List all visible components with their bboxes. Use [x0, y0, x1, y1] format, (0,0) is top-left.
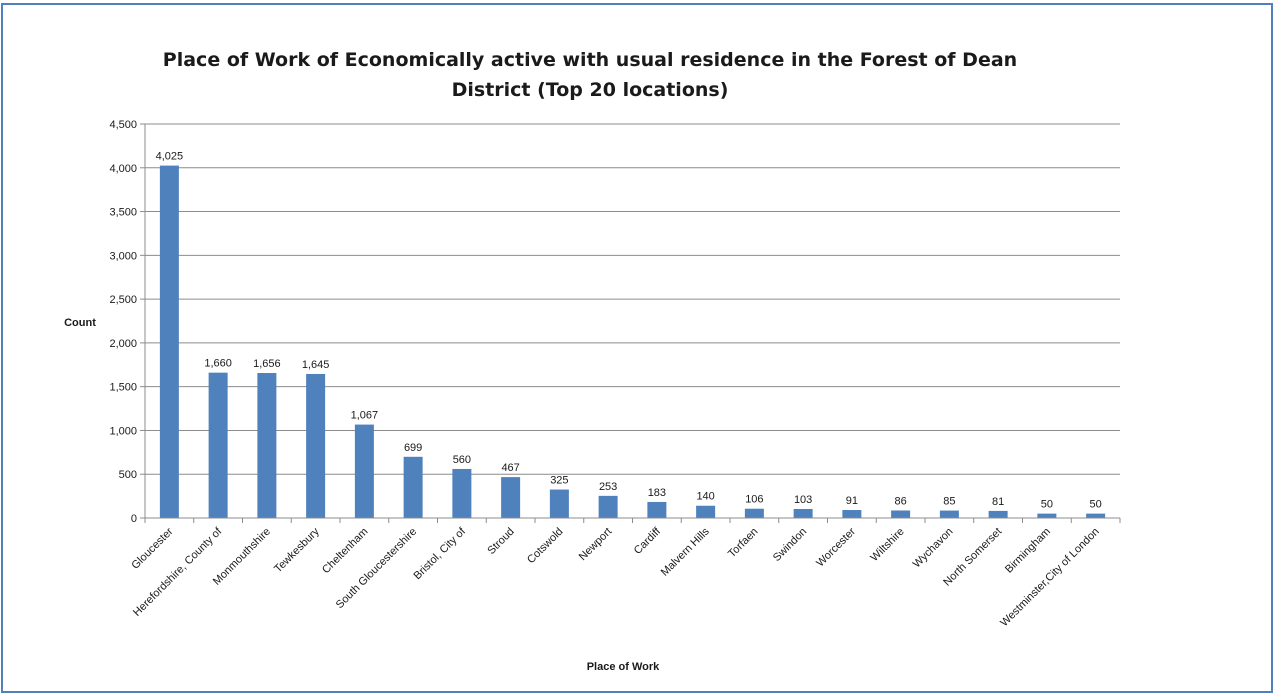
data-label: 560 [453, 454, 471, 466]
data-label: 699 [404, 442, 422, 454]
bar [159, 165, 179, 519]
x-tick-label: Cardiff [632, 525, 664, 557]
gridlines [145, 123, 1120, 475]
x-tick-label: Swindon [771, 526, 809, 564]
y-tick-label: 0 [131, 513, 137, 525]
bar [939, 510, 959, 518]
data-label: 183 [648, 487, 666, 499]
x-tick-label: Wiltshire [868, 526, 906, 564]
x-tick-label: Stroud [485, 526, 516, 557]
data-label: 253 [599, 481, 617, 493]
y-axis-title: Count [64, 317, 96, 329]
y-tick-label: 3,500 [109, 207, 137, 219]
chart-title-line-1: Place of Work of Economically active wit… [163, 49, 1017, 71]
bar [842, 510, 862, 518]
y-tick-label: 3,000 [109, 250, 137, 262]
bar [696, 505, 716, 518]
x-axis-title: Place of Work [587, 661, 660, 673]
chart-frame [1, 3, 1273, 693]
data-label: 1,656 [253, 358, 281, 370]
data-label: 140 [696, 491, 714, 503]
bar [598, 495, 618, 518]
data-label: 467 [501, 462, 519, 474]
x-tick-label: Birmingham [1003, 526, 1053, 576]
x-tick-label: Gloucester [129, 525, 175, 571]
bars [159, 165, 1106, 519]
x-tick-label: Westminster,City of London [998, 526, 1101, 629]
bar [647, 501, 667, 518]
data-label: 1,660 [204, 358, 232, 370]
y-tick-label: 1,000 [109, 425, 137, 437]
bar [1037, 513, 1057, 518]
x-tick-label: Herefordshire, County of [131, 525, 225, 619]
y-tick-label: 2,000 [109, 338, 137, 350]
x-tick-label: Wychavon [911, 526, 956, 571]
bar [354, 424, 374, 518]
y-tick-label: 1,500 [109, 382, 137, 394]
data-label: 325 [550, 475, 568, 487]
x-tick-label: Malvern Hills [659, 525, 712, 578]
x-tick-label: Torfaen [726, 526, 760, 560]
chart-title-line-2: District (Top 20 locations) [452, 79, 729, 101]
axes [144, 124, 1121, 523]
data-label: 106 [745, 494, 763, 506]
bar [744, 508, 764, 518]
data-label: 86 [895, 495, 907, 507]
x-tick-label: Newport [577, 526, 614, 563]
y-axis-ticks: 0 500 1,000 1,500 2,000 2,500 3,000 3,500 4,000 4… [109, 119, 145, 525]
x-tick-label: Worcester [814, 525, 858, 569]
bar [501, 477, 521, 518]
bar [988, 510, 1008, 518]
data-label: 103 [794, 494, 812, 506]
y-tick-label: 500 [119, 469, 137, 481]
bar [452, 468, 472, 518]
bar [208, 372, 228, 518]
x-tick-label: South Gloucestershire [334, 526, 419, 611]
bar [891, 510, 911, 518]
data-label: 81 [992, 496, 1004, 508]
y-tick-label: 4,000 [109, 163, 137, 175]
data-label: 50 [1041, 499, 1053, 511]
bar [306, 373, 326, 518]
data-label: 91 [846, 495, 858, 507]
data-label: 50 [1090, 499, 1102, 511]
bar [1086, 513, 1106, 518]
bar [793, 508, 813, 518]
x-tick-label: Bristol, City of [412, 525, 469, 582]
y-tick-label: 2,500 [109, 294, 137, 306]
data-label: 85 [943, 496, 955, 508]
bar [549, 489, 569, 518]
data-labels: 4,025 1,660 1,656 1,645 1,067 699 560 467 325 253… [156, 151, 1102, 511]
y-tick-label: 4,500 [109, 119, 137, 131]
bar [403, 456, 423, 518]
x-tick-label: Tewkesbury [272, 525, 322, 575]
data-label: 1,645 [302, 359, 330, 371]
data-label: 1,067 [351, 410, 379, 422]
x-tick-label: Cheltenham [320, 526, 370, 576]
bar [257, 373, 277, 518]
data-label: 4,025 [156, 151, 184, 163]
x-tick-label: Cotswold [525, 526, 565, 566]
